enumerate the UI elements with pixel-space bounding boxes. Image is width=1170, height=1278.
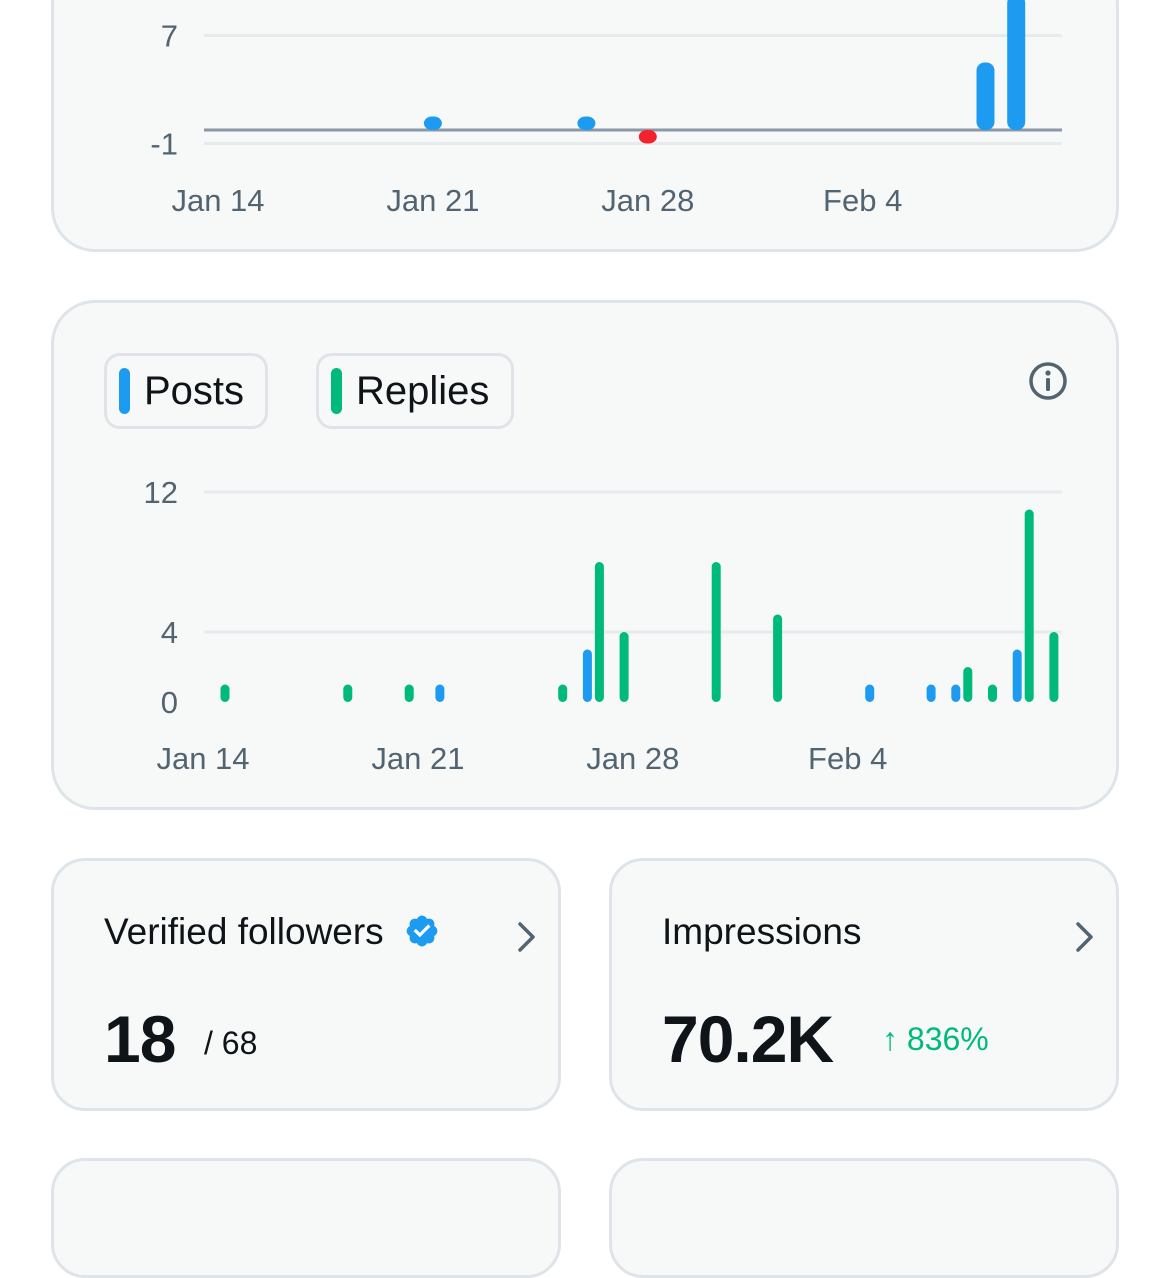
verified-badge-icon: [406, 915, 438, 947]
impressions-value: 70.2K: [662, 1002, 834, 1076]
replies-bar[interactable]: [558, 684, 568, 703]
bar[interactable]: [976, 62, 995, 131]
replies-bar[interactable]: [594, 562, 604, 702]
x-tick-label: Feb 4: [823, 183, 902, 218]
replies-bar[interactable]: [1024, 509, 1034, 703]
replies-bar[interactable]: [1049, 632, 1059, 702]
top-chart: 7 -1 Jan 14 Jan 21 Jan 28 Feb 4: [150, 0, 1062, 218]
stat-card[interactable]: [609, 1158, 1119, 1278]
impressions-card[interactable]: Impressions 70.2K ↑ 836%: [609, 858, 1119, 1111]
chevron-right-icon[interactable]: [1072, 919, 1098, 955]
posts-color-swatch: [119, 368, 130, 414]
x-tick-label: Jan 28: [586, 741, 679, 776]
y-tick-label: 0: [161, 685, 178, 720]
posts-bar[interactable]: [582, 649, 592, 703]
y-tick-label: 12: [144, 475, 178, 510]
verified-followers-title: Verified followers: [104, 911, 440, 953]
replies-bar[interactable]: [988, 684, 997, 703]
chevron-right-icon[interactable]: [514, 919, 540, 955]
bar[interactable]: [1007, 0, 1026, 130]
bar[interactable]: [423, 116, 442, 131]
replies-bar[interactable]: [711, 562, 721, 702]
y-tick-label: 4: [161, 615, 178, 650]
x-tick-label: Jan 21: [371, 741, 464, 776]
replies-bar[interactable]: [619, 632, 629, 702]
verified-followers-value: 18: [104, 1002, 176, 1076]
impressions-change: ↑ 836%: [882, 1021, 989, 1057]
replies-bar[interactable]: [343, 684, 353, 703]
activity-chart-card: Posts Replies: [51, 300, 1119, 810]
impressions-title: Impressions: [662, 911, 862, 952]
posts-bar[interactable]: [951, 684, 961, 703]
replies-bar[interactable]: [773, 614, 783, 703]
verified-followers-total: / 68: [204, 1025, 258, 1061]
posts-legend-label: Posts: [144, 368, 245, 413]
posts-bar[interactable]: [435, 684, 445, 703]
replies-legend-chip[interactable]: Replies: [316, 353, 514, 429]
info-icon[interactable]: [1026, 359, 1070, 403]
posts-bar[interactable]: [865, 684, 875, 703]
posts-legend-chip[interactable]: Posts: [104, 353, 268, 429]
replies-bar[interactable]: [404, 684, 414, 703]
stat-card[interactable]: [51, 1158, 561, 1278]
x-tick-label: Jan 14: [171, 183, 264, 218]
posts-bar[interactable]: [1012, 649, 1022, 703]
bar[interactable]: [638, 130, 657, 144]
bar[interactable]: [577, 116, 596, 131]
x-tick-label: Jan 21: [386, 183, 479, 218]
replies-bar[interactable]: [963, 667, 973, 702]
x-tick-label: Jan 14: [156, 741, 249, 776]
replies-bar[interactable]: [220, 684, 230, 703]
verified-followers-card[interactable]: Verified followers 18 / 68: [51, 858, 561, 1111]
y-tick-label: 7: [161, 19, 178, 54]
y-tick-label: -1: [150, 127, 178, 162]
replies-color-swatch: [331, 368, 342, 414]
x-tick-label: Jan 28: [601, 183, 694, 218]
posts-bar[interactable]: [926, 684, 936, 703]
activity-chart: 12 4 0 Jan 14 Jan 21 Jan 28 Feb 4: [144, 475, 1062, 776]
x-tick-label: Feb 4: [808, 741, 887, 776]
replies-legend-label: Replies: [356, 368, 490, 413]
